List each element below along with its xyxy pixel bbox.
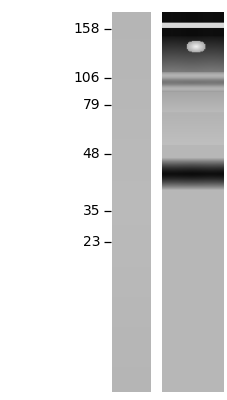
Text: 48: 48 xyxy=(82,147,100,161)
Text: 158: 158 xyxy=(74,22,100,36)
Bar xyxy=(152,12,160,392)
Text: 79: 79 xyxy=(82,98,100,112)
Text: 23: 23 xyxy=(82,235,100,249)
Text: 106: 106 xyxy=(74,71,100,85)
Text: 35: 35 xyxy=(82,204,100,218)
